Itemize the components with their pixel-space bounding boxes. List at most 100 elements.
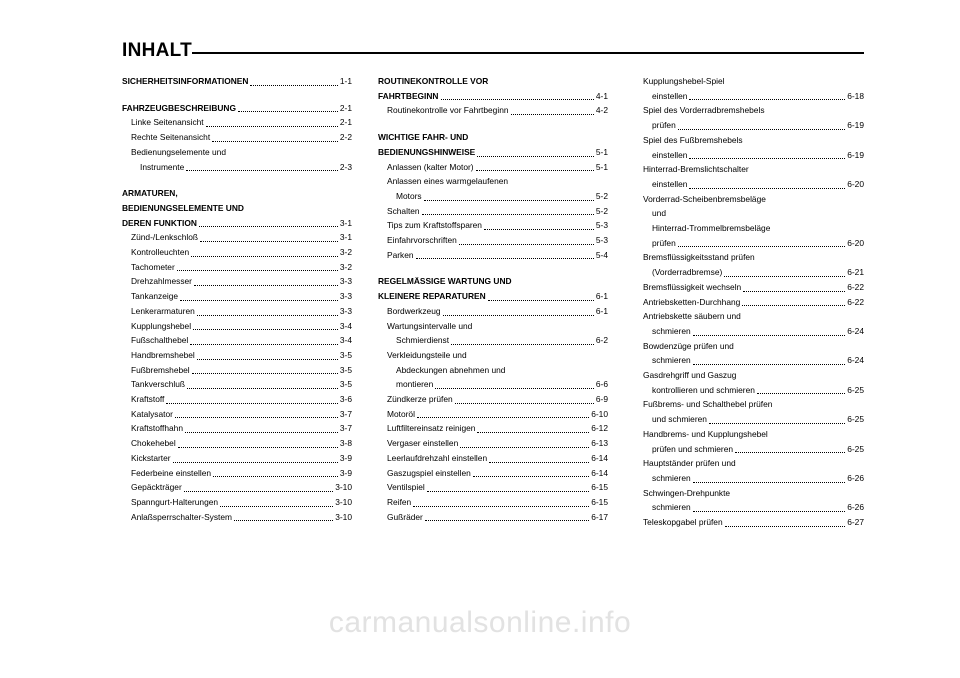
toc-entry: Bremsflüssigkeitsstand prüfen xyxy=(634,250,864,265)
toc-entry: Spiel des Fußbremshebels xyxy=(634,133,864,148)
toc-entry: und xyxy=(634,206,864,221)
toc-entry: DEREN FUNKTION 3-1 xyxy=(122,216,352,231)
section-head: ROUTINEKONTROLLE VOR xyxy=(378,74,608,89)
toc-entry: Tips zum Kraftstoffsparen5-3 xyxy=(378,218,608,233)
toc-entry: prüfen6-19 xyxy=(634,118,864,133)
toc-entry: Teleskopgabel prüfen6-27 xyxy=(634,515,864,530)
toc-entry: schmieren6-24 xyxy=(634,324,864,339)
toc-entry: Handbrems- und Kupplungshebel xyxy=(634,427,864,442)
toc-entry: Vergaser einstellen6-13 xyxy=(378,436,608,451)
leader-dots xyxy=(250,74,337,86)
toc-entry: einstellen6-19 xyxy=(634,148,864,163)
section-head: FAHRZEUGBESCHREIBUNG xyxy=(122,101,236,116)
toc-entry: Ventilspiel6-15 xyxy=(378,480,608,495)
toc-entry: Zündkerze prüfen6-9 xyxy=(378,392,608,407)
toc-entry: Rechte Seitenansicht2-2 xyxy=(122,130,352,145)
toc-entry: Vorderrad-Scheibenbremsbeläge xyxy=(634,192,864,207)
leader-dots xyxy=(238,101,338,113)
section-head: BEDIENUNGSELEMENTE UND xyxy=(122,201,352,216)
toc-entry: Gasdrehgriff und Gaszug xyxy=(634,368,864,383)
toc-entry: Tankanzeige3-3 xyxy=(122,289,352,304)
toc-entry: Kupplungshebel3-4 xyxy=(122,319,352,334)
toc-entry: Katalysator3-7 xyxy=(122,407,352,422)
toc-entry: SICHERHEITSINFORMATIONEN 1-1 xyxy=(122,74,352,89)
toc-entry: Fußschalthebel3-4 xyxy=(122,333,352,348)
toc-entry: Reifen6-15 xyxy=(378,495,608,510)
toc-entry: Bremsflüssigkeit wechseln6-22 xyxy=(634,280,864,295)
toc-entry: Anlassen (kalter Motor)5-1 xyxy=(378,160,608,175)
toc-entry: Anlassen eines warmgelaufenen xyxy=(378,174,608,189)
toc-entry: Zünd-/Lenkschloß3-1 xyxy=(122,230,352,245)
toc-entry: Hinterrad-Bremslichtschalter xyxy=(634,162,864,177)
toc-entry: Hauptständer prüfen und xyxy=(634,456,864,471)
toc-entry: Parken5-4 xyxy=(378,248,608,263)
toc-entry: Kontrolleuchten3-2 xyxy=(122,245,352,260)
page-num: 1-1 xyxy=(340,74,352,89)
toc-entry: Handbremshebel3-5 xyxy=(122,348,352,363)
toc-columns: SICHERHEITSINFORMATIONEN 1-1 FAHRZEUGBES… xyxy=(122,74,864,530)
toc-entry: Anlaßsperrschalter-System3-10 xyxy=(122,510,352,525)
toc-entry: schmieren6-24 xyxy=(634,353,864,368)
toc-entry: Routinekontrolle vor Fahrtbeginn4-2 xyxy=(378,103,608,118)
toc-entry: (Vorderradbremse)6-21 xyxy=(634,265,864,280)
toc-entry: Gaszugspiel einstellen6-14 xyxy=(378,466,608,481)
toc-entry: Kraftstoff3-6 xyxy=(122,392,352,407)
toc-entry: Lenkerarmaturen3-3 xyxy=(122,304,352,319)
section-head: SICHERHEITSINFORMATIONEN xyxy=(122,74,248,89)
toc-entry: Hinterrad-Trommelbremsbeläge xyxy=(634,221,864,236)
toc-entry: Fußbremshebel3-5 xyxy=(122,363,352,378)
toc-entry: Motoröl6-10 xyxy=(378,407,608,422)
section-head: WICHTIGE FAHR- UND xyxy=(378,130,608,145)
toc-entry: schmieren6-26 xyxy=(634,471,864,486)
toc-entry: BEDIENUNGSHINWEISE5-1 xyxy=(378,145,608,160)
toc-entry: Schwingen-Drehpunkte xyxy=(634,486,864,501)
toc-entry: montieren6-6 xyxy=(378,377,608,392)
toc-entry: Tankverschluß3-5 xyxy=(122,377,352,392)
toc-entry: Drehzahlmesser3-3 xyxy=(122,274,352,289)
toc-entry: Bedienungselemente und xyxy=(122,145,352,160)
toc-entry: Wartungsintervalle und xyxy=(378,319,608,334)
toc-entry: Schmierdienst6-2 xyxy=(378,333,608,348)
toc-entry: Fußbrems- und Schalthebel prüfen xyxy=(634,397,864,412)
toc-entry: schmieren6-26 xyxy=(634,500,864,515)
toc-entry: FAHRTBEGINN4-1 xyxy=(378,89,608,104)
toc-entry: Tachometer3-2 xyxy=(122,260,352,275)
toc-entry: Kickstarter3-9 xyxy=(122,451,352,466)
section-head: ARMATUREN, xyxy=(122,186,352,201)
page: INHALT SICHERHEITSINFORMATIONEN 1-1 FAHR… xyxy=(0,0,960,678)
toc-entry: prüfen6-20 xyxy=(634,236,864,251)
toc-entry: Antriebsketten-Durchhang6-22 xyxy=(634,295,864,310)
page-num: 2-1 xyxy=(340,101,352,116)
toc-entry: Luftfiltereinsatz reinigen6-12 xyxy=(378,421,608,436)
spacer xyxy=(122,174,352,186)
toc-entry: Federbeine einstellen3-9 xyxy=(122,466,352,481)
toc-col-2: ROUTINEKONTROLLE VOR FAHRTBEGINN4-1 Rout… xyxy=(378,74,608,530)
toc-entry: KLEINERE REPARATUREN6-1 xyxy=(378,289,608,304)
toc-col-3: Kupplungshebel-Spiel einstellen6-18 Spie… xyxy=(634,74,864,530)
toc-entry: und schmieren6-25 xyxy=(634,412,864,427)
toc-entry: Instrumente2-3 xyxy=(122,160,352,175)
spacer xyxy=(378,262,608,274)
toc-entry: Spiel des Vorderradbremshebels xyxy=(634,103,864,118)
spacer xyxy=(378,118,608,130)
section-head: REGELMÄSSIGE WARTUNG UND xyxy=(378,274,608,289)
toc-entry: Antriebskette säubern und xyxy=(634,309,864,324)
title-row: INHALT xyxy=(122,40,864,62)
toc-entry: Gepäckträger3-10 xyxy=(122,480,352,495)
toc-entry: kontrollieren und schmieren6-25 xyxy=(634,383,864,398)
page-title: INHALT xyxy=(122,40,192,62)
toc-entry: Spanngurt-Halterungen3-10 xyxy=(122,495,352,510)
toc-entry: Bordwerkzeug6-1 xyxy=(378,304,608,319)
toc-entry: Gußräder6-17 xyxy=(378,510,608,525)
spacer xyxy=(122,89,352,101)
toc-entry: Schalten5-2 xyxy=(378,204,608,219)
toc-entry: Chokehebel3-8 xyxy=(122,436,352,451)
toc-entry: Bowdenzüge prüfen und xyxy=(634,339,864,354)
toc-entry: Leerlaufdrehzahl einstellen6-14 xyxy=(378,451,608,466)
toc-entry: einstellen6-18 xyxy=(634,89,864,104)
toc-entry: Kraftstoffhahn3-7 xyxy=(122,421,352,436)
toc-entry: Verkleidungsteile und xyxy=(378,348,608,363)
toc-entry: einstellen6-20 xyxy=(634,177,864,192)
toc-entry: prüfen und schmieren6-25 xyxy=(634,442,864,457)
toc-entry: Linke Seitenansicht2-1 xyxy=(122,115,352,130)
